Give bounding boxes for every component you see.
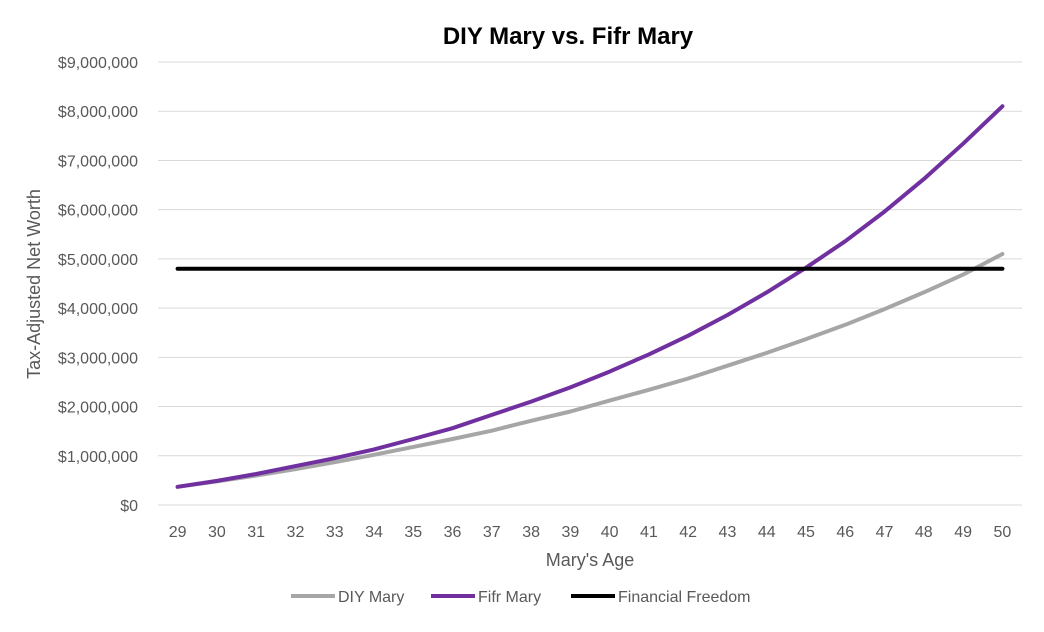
x-tick-label: 45 <box>797 524 815 541</box>
x-tick-label: 50 <box>993 524 1011 541</box>
x-tick-label: 43 <box>719 524 737 541</box>
x-axis-label: Mary's Age <box>546 550 634 570</box>
series-line-diy-mary <box>175 252 1005 489</box>
series-line-fifr-mary <box>175 104 1005 489</box>
y-tick-label: $2,000,000 <box>58 400 138 417</box>
x-tick-label: 31 <box>247 524 265 541</box>
x-tick-label: 35 <box>404 524 422 541</box>
y-tick-label: $1,000,000 <box>58 449 138 466</box>
legend: DIY Mary Fifr Mary Financial Freedom <box>291 589 751 606</box>
x-tick-label: 41 <box>640 524 658 541</box>
y-tick-label: $8,000,000 <box>58 104 138 121</box>
x-tick-label: 33 <box>326 524 344 541</box>
x-tick-label: 36 <box>444 524 462 541</box>
y-tick-label: $6,000,000 <box>58 203 138 220</box>
y-axis-tick-labels: $0 $1,000,000 $2,000,000 $3,000,000 $4,000,0… <box>58 55 138 515</box>
x-tick-label: 42 <box>679 524 697 541</box>
x-tick-label: 40 <box>601 524 619 541</box>
x-tick-label: 37 <box>483 524 501 541</box>
legend-label-financial-freedom: Financial Freedom <box>618 589 751 606</box>
x-tick-label: 29 <box>169 524 187 541</box>
legend-label-diy-mary: DIY Mary <box>338 589 404 606</box>
y-axis-label: Tax-Adjusted Net Worth <box>24 189 44 379</box>
x-tick-label: 32 <box>287 524 305 541</box>
x-tick-label: 30 <box>208 524 226 541</box>
x-tick-label: 47 <box>876 524 894 541</box>
y-tick-label: $5,000,000 <box>58 252 138 269</box>
x-axis-tick-labels: 29 30 31 32 33 34 35 36 37 38 39 40 41 42 43 44 45 46 47 48… <box>169 524 1012 541</box>
legend-label-fifr-mary: Fifr Mary <box>478 589 541 606</box>
y-tick-label: $3,000,000 <box>58 350 138 367</box>
y-tick-label: $4,000,000 <box>58 301 138 318</box>
x-tick-label: 34 <box>365 524 383 541</box>
y-tick-label: $7,000,000 <box>58 153 138 170</box>
x-tick-label: 49 <box>954 524 972 541</box>
gridlines <box>158 61 1022 506</box>
chart-title: DIY Mary vs. Fifr Mary <box>443 23 694 50</box>
series-lines <box>175 104 1005 489</box>
x-tick-label: 44 <box>758 524 776 541</box>
y-tick-label: $0 <box>120 498 138 515</box>
y-tick-label: $9,000,000 <box>58 55 138 72</box>
x-tick-label: 39 <box>561 524 579 541</box>
x-tick-label: 46 <box>836 524 854 541</box>
x-tick-label: 38 <box>522 524 540 541</box>
x-tick-label: 48 <box>915 524 933 541</box>
